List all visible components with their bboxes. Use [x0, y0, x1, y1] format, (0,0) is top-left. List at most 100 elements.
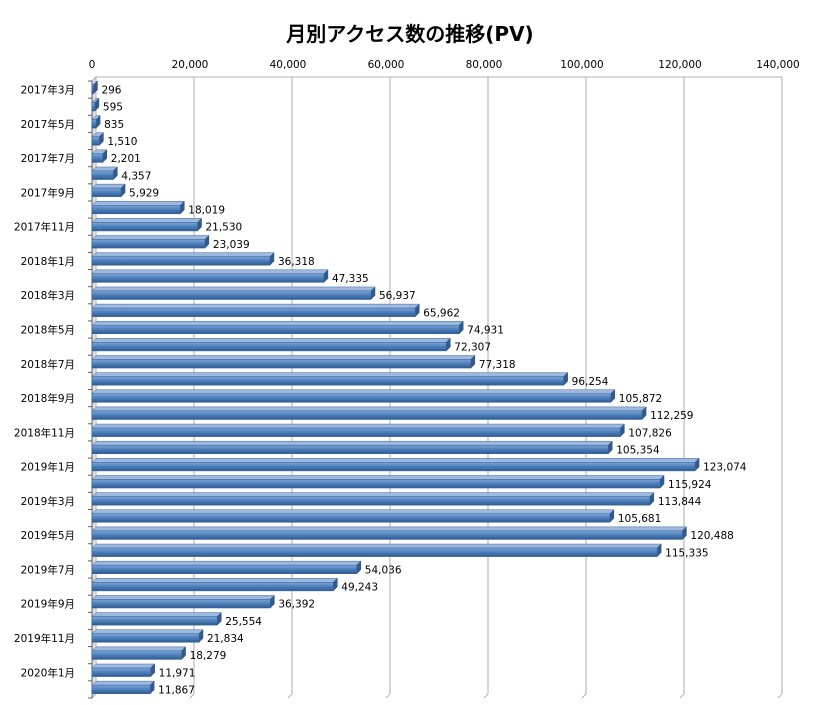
bar-front-face: [91, 667, 151, 677]
bar-front-face: [91, 239, 206, 249]
value-label: 105,681: [618, 513, 661, 525]
value-label: 47,335: [332, 273, 369, 285]
category-label: 2019年5月: [21, 529, 75, 542]
bar-front-face: [91, 564, 358, 574]
bar-top-face: [91, 663, 156, 669]
bar-front-face: [91, 633, 200, 643]
chart-title: 月別アクセス数の推移(PV): [286, 22, 534, 46]
x-tick-label: 20,000: [172, 59, 209, 71]
label-layer: 0 20,000 40,000 60,000 80,000 100,000 120,000 1…: [14, 59, 800, 696]
bar: [91, 97, 100, 112]
category-label: 2019年1月: [21, 461, 75, 474]
value-label: 120,488: [690, 530, 733, 542]
x-tick-label: 60,000: [368, 59, 405, 71]
value-label: 112,259: [650, 410, 693, 422]
bar-top-face: [91, 595, 275, 600]
bar-top-face: [91, 440, 613, 446]
bar: [91, 577, 338, 592]
bar-front-face: [91, 170, 114, 180]
category-label: 2019年9月: [21, 598, 75, 611]
value-label: 36,318: [278, 256, 315, 268]
category-label: 2017年3月: [21, 84, 75, 97]
bar-front-face: [91, 479, 661, 489]
bar: [91, 354, 476, 369]
bar-top-face: [91, 372, 569, 377]
category-label: 2018年3月: [21, 289, 75, 302]
bar-top-face: [91, 458, 700, 463]
bar: [91, 560, 362, 575]
bar: [91, 303, 420, 318]
bar-front-face: [91, 427, 621, 437]
value-label: 18,019: [188, 205, 225, 217]
bar-front-face: [91, 530, 683, 540]
bar: [91, 646, 187, 661]
bar-top-face: [91, 320, 464, 326]
bar: [91, 234, 210, 249]
value-label: 1,510: [107, 136, 137, 148]
value-label: 18,279: [190, 650, 227, 662]
bar-top-face: [91, 338, 451, 343]
category-label: 2019年11月: [14, 632, 75, 645]
category-label: 2018年11月: [14, 426, 75, 439]
bar: [91, 492, 655, 506]
bar-top-face: [91, 560, 362, 566]
value-label: 115,335: [665, 547, 708, 559]
value-label: 49,243: [341, 582, 378, 594]
bar-top-face: [91, 235, 210, 240]
bar: [91, 423, 625, 438]
bar: [91, 200, 185, 215]
bar-top-face: [91, 543, 662, 549]
value-label: 2,201: [111, 153, 141, 165]
bar-top-face: [91, 252, 275, 257]
category-label: 2018年9月: [21, 392, 75, 405]
bar: [91, 149, 108, 164]
bar: [91, 337, 451, 352]
value-label: 21,834: [207, 633, 244, 645]
bar-top-face: [91, 183, 126, 189]
value-label: 113,844: [658, 496, 702, 508]
bar-top-face: [91, 475, 665, 480]
x-tick-label: 40,000: [270, 59, 307, 71]
value-label: 54,036: [365, 564, 402, 576]
gridline-depth: [581, 693, 587, 699]
x-tick-label: 80,000: [466, 59, 503, 71]
category-label: 2018年7月: [21, 358, 75, 371]
bar-front-face: [91, 376, 564, 386]
value-label: 595: [103, 102, 123, 114]
bar-front-face: [91, 342, 447, 352]
bar-front-face: [91, 85, 94, 95]
value-label: 105,872: [619, 393, 662, 405]
gridline-depth: [483, 693, 489, 699]
bar-front-face: [91, 599, 271, 609]
bar-top-face: [91, 492, 655, 497]
bar-top-face: [91, 423, 625, 429]
bar-top-face: [91, 166, 118, 172]
category-label: 2017年7月: [21, 152, 75, 165]
axis-layer: [88, 76, 782, 699]
bar-front-face: [91, 684, 151, 694]
bar: [91, 217, 203, 232]
value-label: 4,357: [121, 170, 151, 182]
bar: [91, 252, 275, 266]
bar-front-face: [91, 650, 182, 660]
bar: [91, 269, 329, 283]
value-label: 65,962: [423, 307, 460, 319]
bar: [91, 320, 464, 335]
bar-layer: [91, 80, 700, 695]
bar-front-face: [91, 582, 334, 592]
value-label: 296: [101, 85, 121, 97]
bar: [91, 166, 118, 181]
value-label: 77,318: [479, 359, 516, 371]
bar: [91, 286, 376, 301]
bar-front-face: [91, 273, 325, 283]
bar-top-face: [91, 269, 329, 275]
category-label: 2017年5月: [21, 118, 75, 131]
gridline-depth: [385, 693, 391, 699]
value-label: 72,307: [454, 342, 491, 354]
value-label: 21,530: [205, 222, 242, 234]
bar: [91, 114, 101, 129]
bar: [91, 629, 204, 643]
bar-top-face: [91, 303, 420, 309]
value-label: 56,937: [379, 290, 416, 302]
